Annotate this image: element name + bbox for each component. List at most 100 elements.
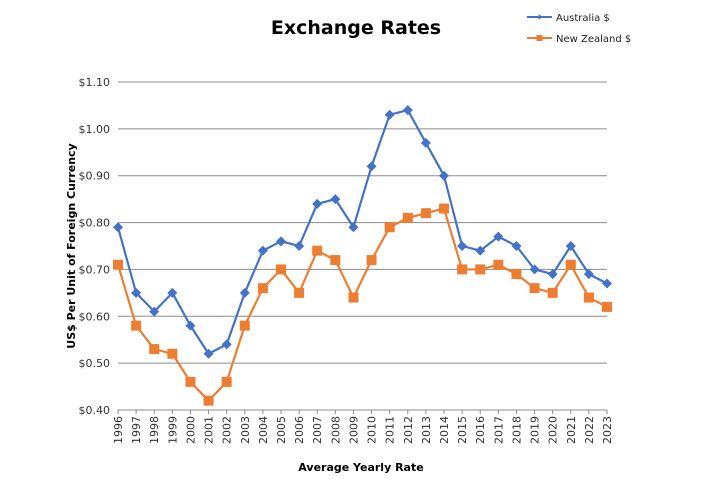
y-tick-label: $0.50 [79,357,111,370]
data-point [602,301,612,312]
data-point [257,245,268,256]
data-point [529,283,540,294]
data-point [239,287,250,298]
data-point [583,292,594,303]
data-point [366,161,377,172]
y-tick-label: $1.10 [79,76,111,89]
x-axis-label: Average Yearly Rate [298,461,423,474]
data-point [203,348,214,359]
data-point [149,344,160,355]
data-point [457,241,468,251]
x-tick-label: 2021 [565,416,578,444]
x-tick-label: 2003 [239,416,252,444]
data-point [312,198,323,209]
data-point [493,231,504,242]
legend-marker [536,35,543,41]
data-point [294,287,305,298]
data-point [221,376,232,387]
x-tick-label: 1997 [130,416,143,444]
x-tick-label: 2006 [293,416,306,444]
data-point [529,264,540,275]
legend-label: Australia $ [556,13,610,24]
data-point [221,339,232,350]
data-point [294,241,305,251]
y-tick-label: $1.00 [79,123,111,136]
data-point [475,264,486,275]
y-tick-label: $0.80 [79,217,111,230]
x-tick-label: 2001 [203,416,216,444]
data-point [420,137,431,148]
data-point [185,320,196,331]
data-point [493,259,504,270]
x-tick-label: 2019 [529,416,542,444]
data-point [402,212,413,223]
data-point [402,105,413,116]
data-point [565,259,576,270]
data-point [276,236,286,247]
x-tick-label: 2002 [221,416,234,444]
data-point [583,269,594,280]
data-point [439,203,449,214]
data-point [131,320,142,331]
x-tick-label: 1996 [112,416,125,444]
data-point [131,287,142,298]
x-tick-label: 2005 [275,416,288,444]
data-point [384,222,395,233]
x-tick-label: 2023 [601,416,614,444]
data-point [366,255,377,266]
data-point [167,287,178,298]
x-tick-label: 2018 [510,416,523,444]
legend-label: New Zealand $ [556,34,631,45]
x-tick-label: 2014 [438,416,451,444]
data-point [348,222,359,233]
y-tick-label: $0.90 [79,170,111,183]
data-point [312,245,323,256]
data-point [149,306,160,317]
data-point [276,264,286,275]
x-tick-label: 2012 [402,416,415,444]
x-tick-label: 2013 [420,416,433,444]
data-point [420,208,431,219]
data-point [330,255,341,266]
data-point [547,287,558,298]
x-tick-label: 1999 [166,416,179,444]
x-tick-label: 2015 [456,416,469,444]
data-point [348,292,359,303]
data-point [475,245,486,256]
data-point [439,170,449,181]
series-line-australia [116,108,608,356]
x-tick-label: 2009 [347,416,360,444]
x-tick-label: 2011 [384,416,397,444]
x-tick-label: 2004 [257,416,270,444]
data-point [384,109,395,120]
data-point [602,278,612,289]
data-point [330,194,341,205]
y-axis-label: US$ Per Unit of Foreign Currency [65,143,78,348]
x-tick-label: 2000 [184,416,197,444]
data-point [257,283,268,294]
x-tick-label: 2020 [547,416,560,444]
x-tick-label: 2016 [474,416,487,444]
chart-title: Exchange Rates [271,17,441,39]
x-tick-label: 2017 [492,416,505,444]
data-point [113,259,123,270]
data-point [239,320,250,331]
data-point [565,241,576,251]
y-tick-label: $0.40 [79,404,111,417]
data-point [457,264,468,275]
x-tick-label: 1998 [148,416,161,444]
y-tick-label: $0.70 [79,263,111,276]
data-point [185,376,196,387]
data-point [167,348,178,359]
data-point [511,269,522,280]
data-point [511,241,522,251]
x-tick-label: 2007 [311,416,324,444]
y-tick-label: $0.60 [79,310,111,323]
x-tick-label: 2010 [366,416,379,444]
x-tick-label: 2008 [329,416,342,444]
legend-marker [537,14,542,20]
series-line-new-zealand [116,207,608,403]
data-point [203,395,214,406]
data-point [113,222,123,233]
